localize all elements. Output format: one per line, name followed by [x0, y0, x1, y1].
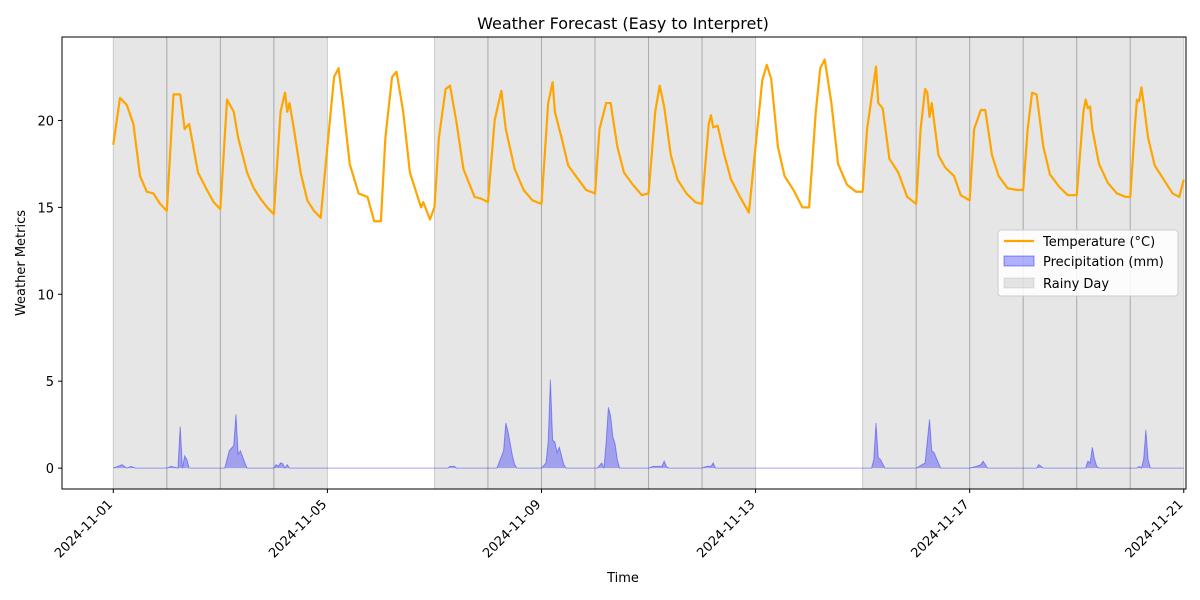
y-axis: 0 5 10 15 20: [37, 114, 62, 477]
legend-label-rainy-day: Rainy Day: [1043, 277, 1109, 292]
y-tick-label-5: 5: [46, 375, 54, 390]
y-tick-label-10: 10: [37, 288, 54, 303]
rainy-day-span-2024-11-03: [219, 36, 275, 490]
plot-frame: [61, 36, 1187, 490]
rainy-day-span-2024-11-11: [648, 36, 703, 490]
rainy-day-spans: [112, 36, 1185, 490]
y-tick-label-20: 20: [37, 114, 54, 129]
legend-swatch-precipitation: [1003, 255, 1035, 267]
rainy-day-span-2024-11-12: [701, 36, 757, 490]
y-tick-label-15: 15: [37, 201, 54, 216]
legend-box: [997, 229, 1179, 297]
temperature-line: [112, 58, 1185, 223]
legend: Temperature (°C) Precipitation (mm) Rain…: [997, 229, 1179, 297]
temperature-line-layer: [112, 58, 1185, 223]
rainy-day-span-2024-11-10: [594, 36, 650, 490]
y-axis-title: Weather Metrics: [14, 210, 29, 316]
legend-swatch-rainy-day: [1003, 277, 1035, 289]
legend-label-temperature: Temperature (°C): [1042, 235, 1155, 250]
chart-title: Weather Forecast (Easy to Interpret): [477, 14, 769, 33]
rainy-day-span-2024-11-04: [273, 36, 328, 490]
rainy-day-span-2024-11-09: [540, 36, 596, 490]
rainy-day-span-2024-11-08: [487, 36, 542, 490]
precipitation-outline: [113, 379, 1184, 470]
rainy-day-span-2024-11-01: [112, 36, 168, 490]
y-tick-label-0: 0: [46, 462, 54, 477]
precipitation-area-layer: [113, 379, 1184, 470]
legend-label-precipitation: Precipitation (mm): [1043, 255, 1164, 270]
rainy-day-span-2024-11-16: [915, 36, 971, 490]
x-axis-title: Time: [606, 571, 639, 586]
rainy-day-span-2024-11-02: [166, 36, 221, 490]
